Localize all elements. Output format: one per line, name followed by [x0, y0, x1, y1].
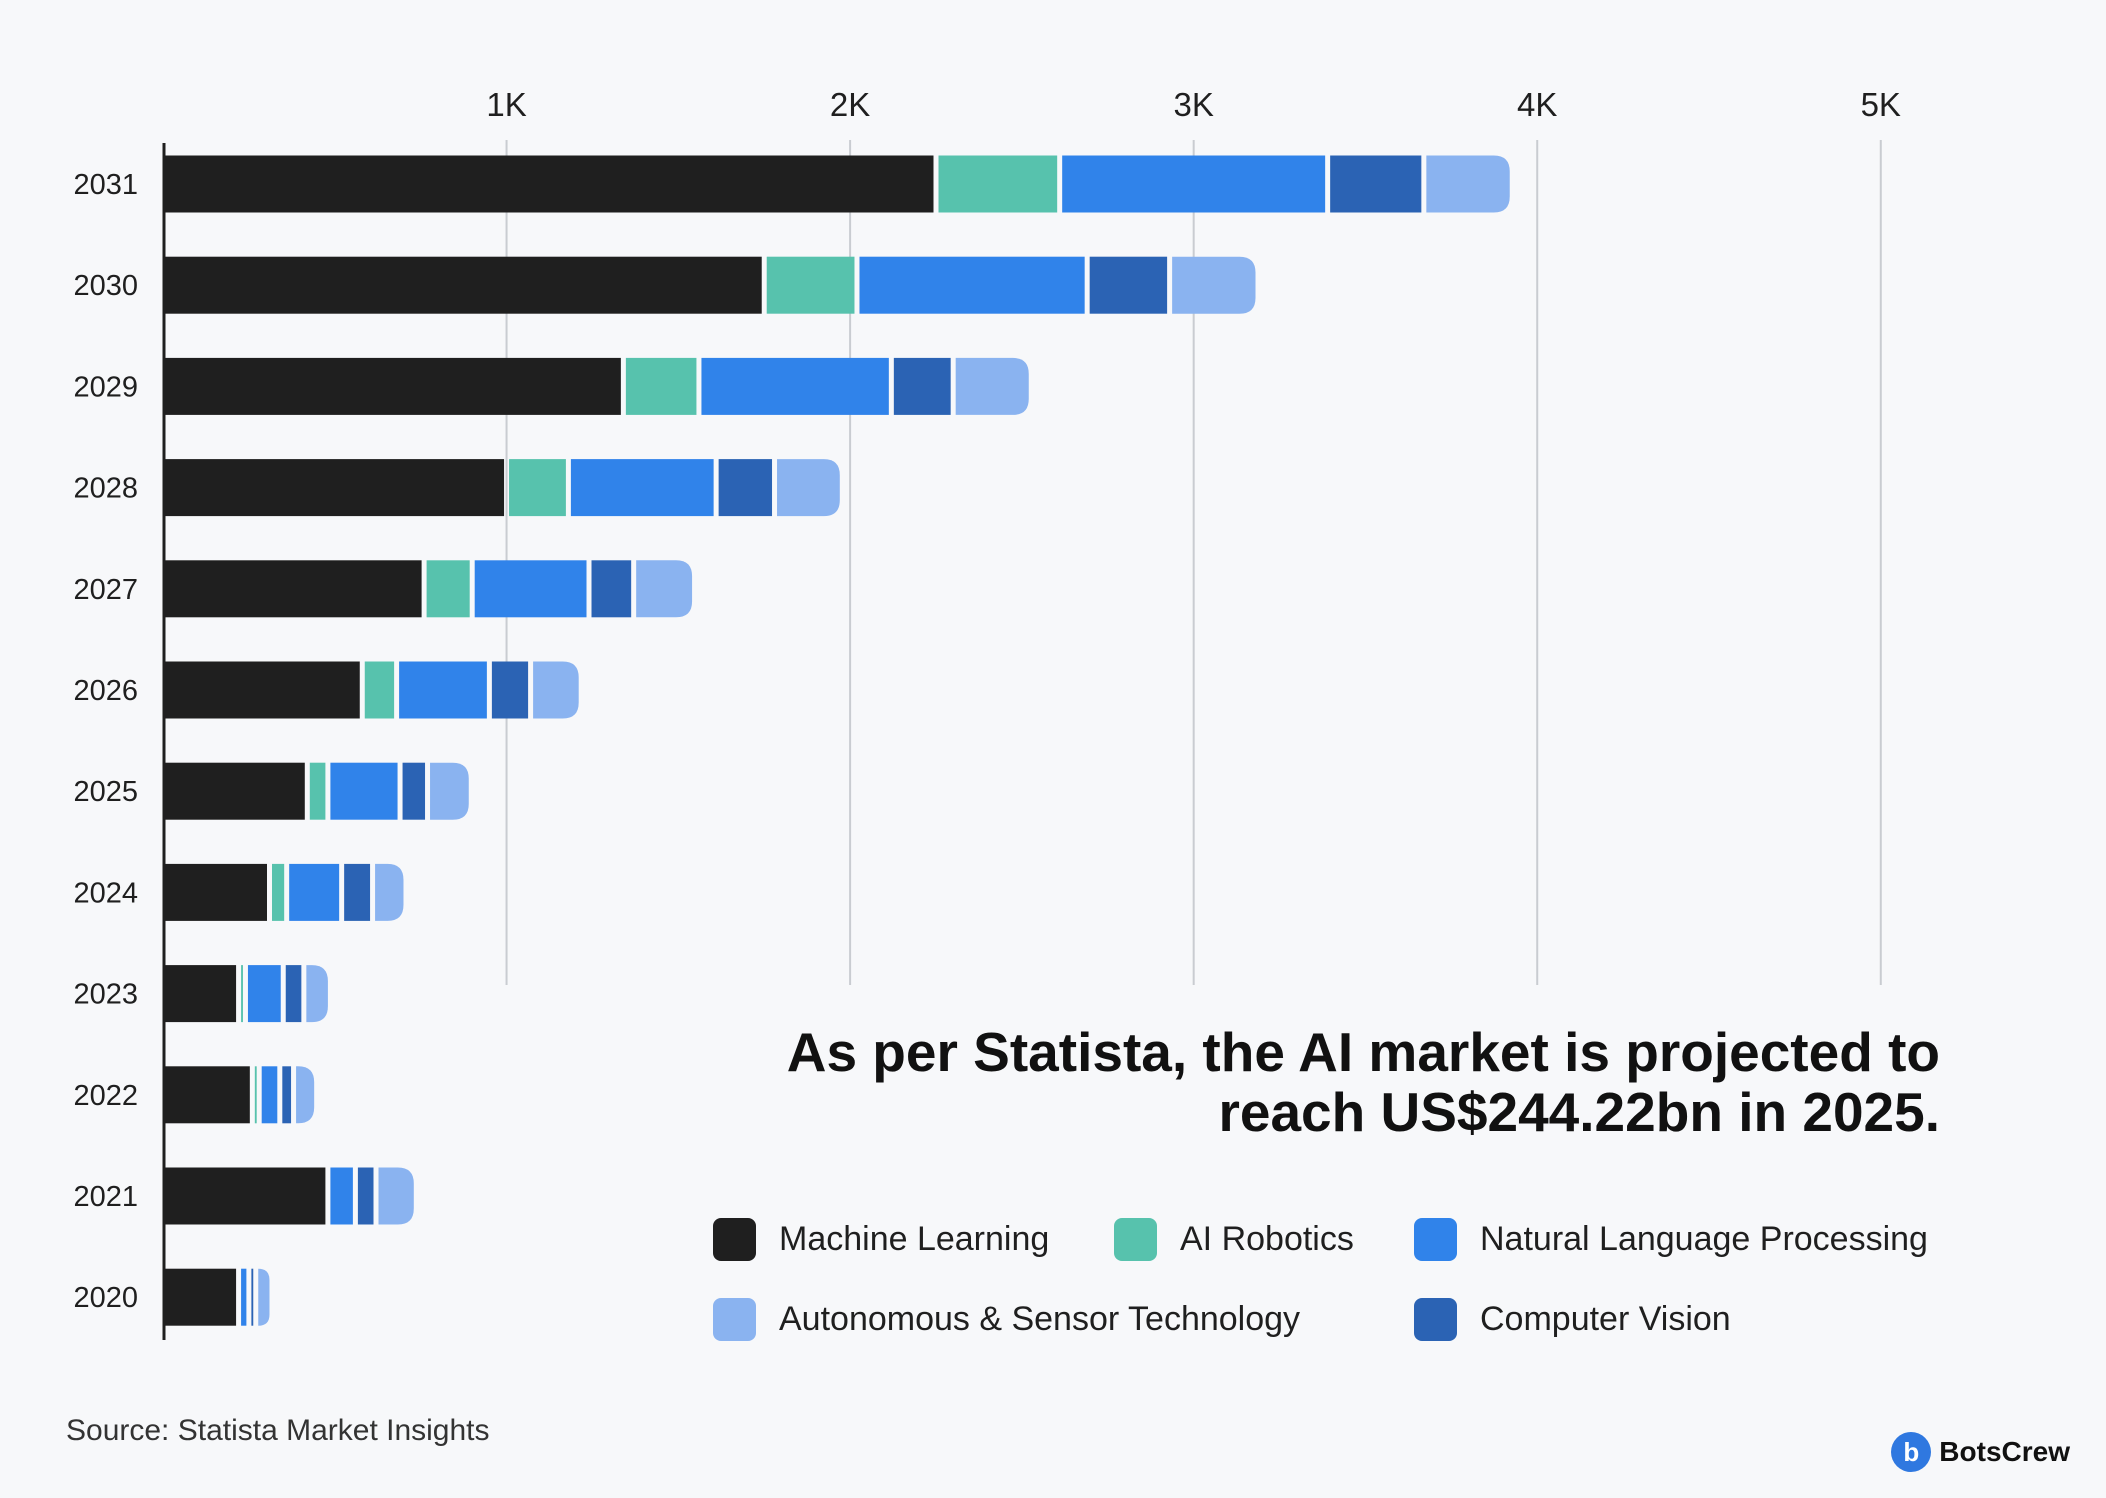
brand-logo: b BotsCrew: [1891, 1432, 2070, 1472]
bar-2022-autonomous-sensor-technology: [296, 1066, 315, 1124]
bar-2031-natural-language-processing: [1062, 155, 1326, 213]
bar-2024-natural-language-processing: [289, 863, 340, 921]
bar-2025-ai-robotics: [309, 762, 326, 820]
bar-2026-machine-learning: [163, 661, 360, 719]
bar-2029-computer-vision: [893, 357, 951, 415]
y-category-label-2026: 2026: [73, 675, 138, 707]
bar-2028-machine-learning: [163, 459, 505, 517]
y-category-label-2029: 2029: [73, 371, 138, 403]
y-category-label-2030: 2030: [73, 270, 138, 302]
bar-2028-ai-robotics: [509, 459, 566, 517]
bar-2030-machine-learning: [163, 256, 762, 314]
bar-2021-machine-learning: [163, 1167, 326, 1225]
bar-2023-autonomous-sensor-technology: [306, 965, 328, 1023]
headline-line-2: reach US$244.22bn in 2025.: [1218, 1081, 1940, 1143]
brand-name: BotsCrew: [1939, 1436, 2070, 1467]
bar-2027-natural-language-processing: [474, 560, 587, 618]
x-tick-label-5K: 5K: [1861, 86, 1901, 123]
bar-2021-computer-vision: [357, 1167, 374, 1225]
bar-2025-computer-vision: [402, 762, 426, 820]
bar-2031-ai-robotics: [938, 155, 1058, 213]
y-category-label-2024: 2024: [73, 877, 138, 909]
y-category-label-2025: 2025: [73, 776, 138, 808]
bar-2025-autonomous-sensor-technology: [430, 762, 469, 820]
bar-2022-computer-vision: [282, 1066, 292, 1124]
bar-2025-natural-language-processing: [330, 762, 398, 820]
bar-2026-autonomous-sensor-technology: [533, 661, 579, 719]
bar-2029-natural-language-processing: [701, 357, 889, 415]
y-category-label-2022: 2022: [73, 1080, 138, 1112]
bar-2029-autonomous-sensor-technology: [955, 357, 1029, 415]
bar-2031-computer-vision: [1330, 155, 1422, 213]
bar-2027-ai-robotics: [426, 560, 470, 618]
bar-2029-ai-robotics: [625, 357, 697, 415]
headline: As per Statista, the AI market is projec…: [640, 1022, 1940, 1142]
y-category-label-2021: 2021: [73, 1181, 138, 1213]
bar-2030-natural-language-processing: [859, 256, 1085, 314]
bar-2020-natural-language-processing: [241, 1268, 247, 1326]
bar-2027-autonomous-sensor-technology: [636, 560, 693, 618]
y-category-label-2031: 2031: [73, 169, 138, 201]
bar-2028-autonomous-sensor-technology: [777, 459, 840, 517]
bar-2021-autonomous-sensor-technology: [378, 1167, 414, 1225]
bar-2031-machine-learning: [163, 155, 934, 213]
x-axis-ticks: 1K 2K 3K 4K 5K: [486, 86, 1901, 123]
bar-2027-machine-learning: [163, 560, 422, 618]
brand-mark-icon: b: [1891, 1432, 1932, 1472]
bar-2025-machine-learning: [163, 762, 305, 820]
bar-2023-natural-language-processing: [247, 965, 281, 1023]
bar-2023-computer-vision: [285, 965, 302, 1023]
bar-2029-machine-learning: [163, 357, 621, 415]
bar-2024-autonomous-sensor-technology: [375, 863, 404, 921]
bar-2024-machine-learning: [163, 863, 268, 921]
bar-2026-natural-language-processing: [399, 661, 487, 719]
bar-2030-ai-robotics: [766, 256, 855, 314]
bar-2028-natural-language-processing: [570, 459, 714, 517]
bar-2030-computer-vision: [1089, 256, 1168, 314]
y-category-label-2028: 2028: [73, 473, 138, 505]
bar-2024-ai-robotics: [272, 863, 285, 921]
y-category-label-2027: 2027: [73, 574, 138, 606]
bar-2020-machine-learning: [163, 1268, 237, 1326]
bar-2020-computer-vision: [251, 1268, 254, 1326]
x-tick-label-1K: 1K: [486, 86, 526, 123]
bar-2022-natural-language-processing: [261, 1066, 278, 1124]
bar-2027-computer-vision: [591, 560, 632, 618]
bars: [163, 155, 1510, 1326]
bar-2021-natural-language-processing: [330, 1167, 353, 1225]
bar-2023-machine-learning: [163, 965, 237, 1023]
bar-2024-computer-vision: [344, 863, 371, 921]
x-tick-label-2K: 2K: [830, 86, 870, 123]
bar-2031-autonomous-sensor-technology: [1426, 155, 1510, 213]
y-axis-categories: 2031 2030 2029 2028 2027 2026 2025 2024 2023 2022…: [73, 169, 138, 1314]
bar-2030-autonomous-sensor-technology: [1172, 256, 1256, 314]
x-tick-label-3K: 3K: [1173, 86, 1213, 123]
bar-2022-ai-robotics: [254, 1066, 257, 1124]
y-category-label-2020: 2020: [73, 1282, 138, 1314]
y-category-label-2023: 2023: [73, 979, 138, 1011]
x-tick-label-4K: 4K: [1517, 86, 1557, 123]
source-note: Source: Statista Market Insights: [66, 1414, 490, 1447]
bar-2023-ai-robotics: [241, 965, 243, 1023]
bar-2026-ai-robotics: [364, 661, 395, 719]
bar-2020-autonomous-sensor-technology: [258, 1268, 270, 1326]
bar-2026-computer-vision: [491, 661, 529, 719]
headline-line-1: As per Statista, the AI market is projec…: [786, 1021, 1940, 1083]
bar-2022-machine-learning: [163, 1066, 250, 1124]
bar-2028-computer-vision: [718, 459, 773, 517]
